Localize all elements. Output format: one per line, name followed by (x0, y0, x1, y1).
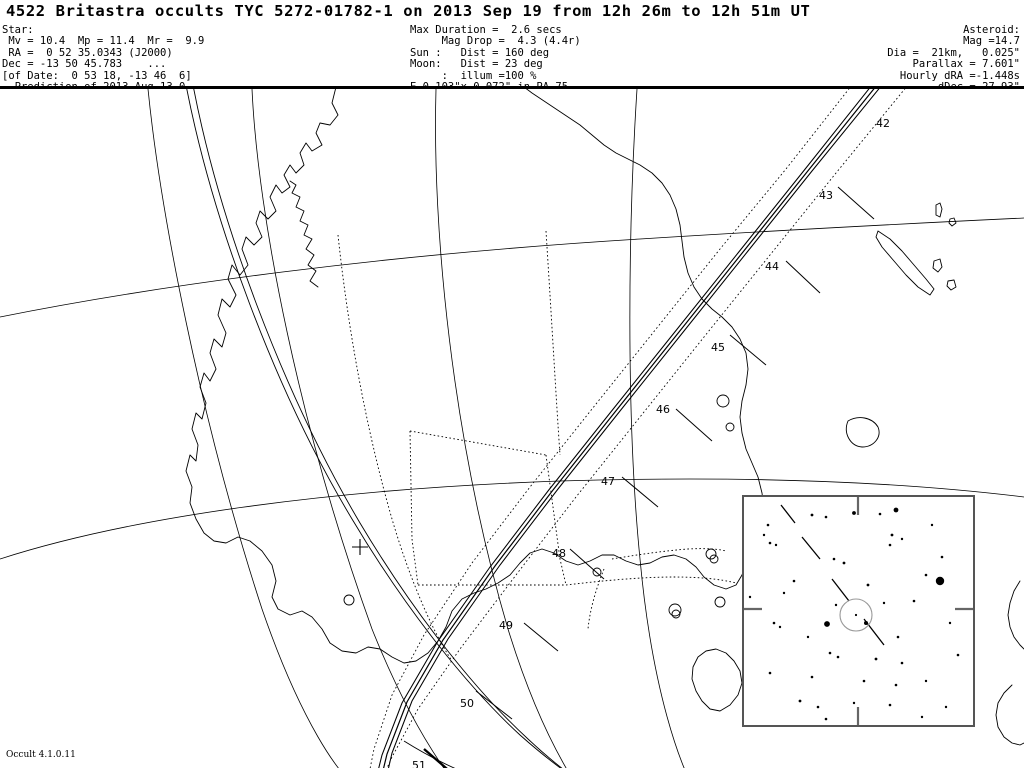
field-stars (748, 507, 978, 721)
track-label-49: 49 (499, 619, 513, 632)
northwest-coast-detail (289, 180, 319, 288)
track-label-42: 42 (876, 117, 890, 130)
star-field-canvas (744, 497, 978, 725)
track-label-51: 51 (412, 759, 426, 768)
track-label-43: 43 (819, 189, 833, 202)
australia-coastline (185, 89, 765, 664)
new-zealand-coastline (995, 580, 1024, 746)
graticule-meridians (147, 89, 685, 768)
asteroid-info-block: Asteroid: Mag =14.7 Dia = 21km, 0.025" P… (887, 24, 1020, 93)
track-label-44: 44 (765, 260, 779, 273)
header-panel: 4522 Britastra occults TYC 5272-01782-1 … (0, 0, 1024, 93)
target-star-ring (839, 598, 873, 632)
state-borders (337, 230, 737, 662)
terminator-curve (186, 89, 563, 768)
track-label-46: 46 (656, 403, 670, 416)
circumstances-info-block: Max Duration = 2.6 secs Mag Drop = 4.3 (… (410, 24, 581, 93)
track-label-45: 45 (711, 341, 725, 354)
path-uncertainty-limits (369, 89, 906, 768)
path-minute-ticks (423, 186, 875, 768)
tasmania-coastline (691, 648, 743, 712)
track-label-48: 48 (552, 547, 566, 560)
track-label-50: 50 (460, 697, 474, 710)
header-divider (0, 86, 1024, 89)
track-label-47: 47 (601, 475, 615, 488)
path-minute-ticks-secondary (523, 622, 559, 652)
map-canvas: 42 43 44 45 46 47 48 49 50 51 (0, 89, 1024, 768)
inset-border-ticks (744, 497, 973, 725)
station-cross-marker (352, 539, 368, 555)
page-title: 4522 Britastra occults TYC 5272-01782-1 … (6, 2, 811, 20)
path-edges (378, 89, 880, 768)
software-version-label: Occult 4.1.0.11 (6, 750, 76, 760)
city-markers (343, 394, 735, 619)
track-time-labels: 42 43 44 45 46 47 48 49 50 51 (412, 117, 890, 768)
graticule-parallels (0, 217, 1024, 560)
path-centre-line (383, 89, 875, 768)
star-field-inset (742, 495, 978, 727)
asteroid-motion-line (780, 504, 885, 646)
new-caledonia-islands (845, 202, 957, 448)
star-info-block: Star: Mv = 10.4 Mp = 11.4 Mr = 9.9 RA = … (2, 24, 205, 93)
